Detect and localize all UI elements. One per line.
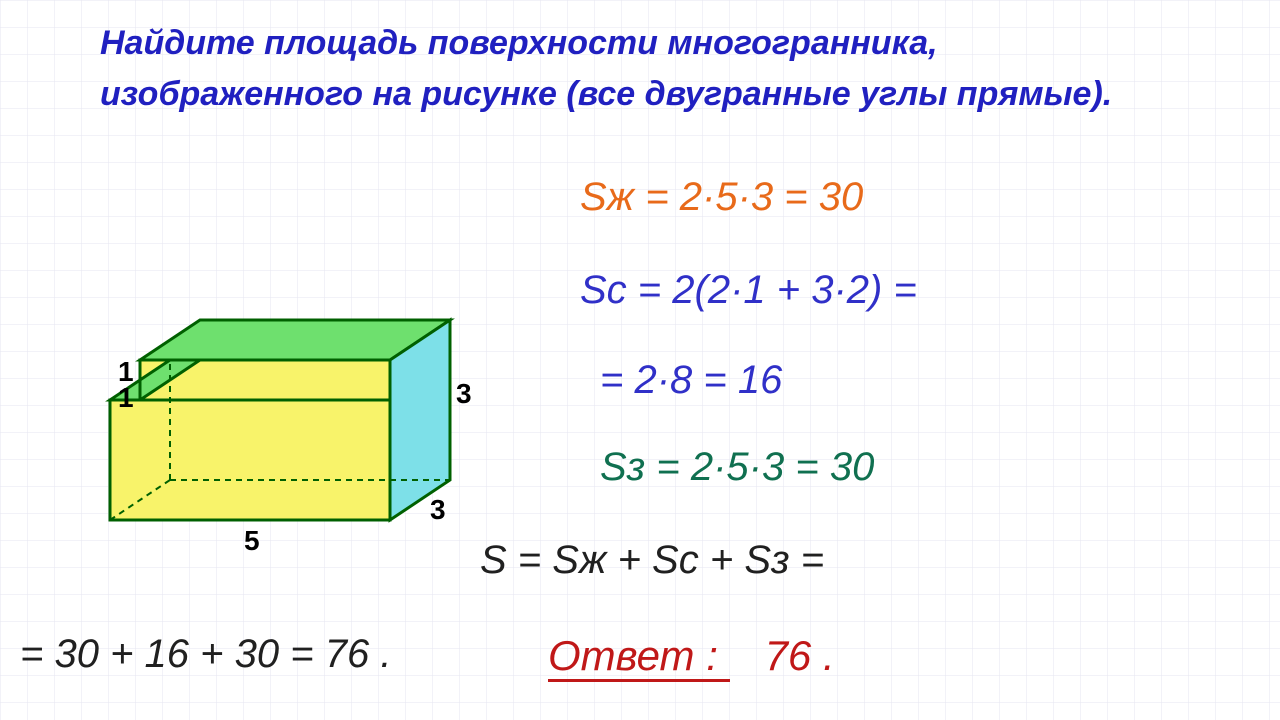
equation-s-sum: S = Sж + Sс + Sз = (480, 538, 824, 583)
dim-label-1b: 1 (118, 382, 134, 414)
problem-statement: Найдите площадь поверхности многогранник… (100, 18, 1200, 120)
worksheet-page: Найдите площадь поверхности многогранник… (0, 0, 1280, 720)
dim-label-3a: 3 (456, 378, 472, 410)
equation-s-zh: Sж = 2·5·3 = 30 (580, 175, 863, 220)
polyhedron-figure (90, 300, 470, 550)
equation-s-c-1: Sс = 2(2·1 + 3·2) = (580, 268, 917, 313)
equation-s-result: = 30 + 16 + 30 = 76 . (20, 632, 391, 677)
answer-label: Ответ : (548, 632, 718, 679)
answer-value: 76 (765, 632, 812, 679)
dim-label-3b: 3 (430, 494, 446, 526)
answer-block: Ответ : 76 . (548, 632, 835, 680)
dim-label-5: 5 (244, 525, 260, 557)
equation-s-c-2: = 2·8 = 16 (600, 358, 782, 403)
equation-s-z: Sз = 2·5·3 = 30 (600, 445, 874, 490)
